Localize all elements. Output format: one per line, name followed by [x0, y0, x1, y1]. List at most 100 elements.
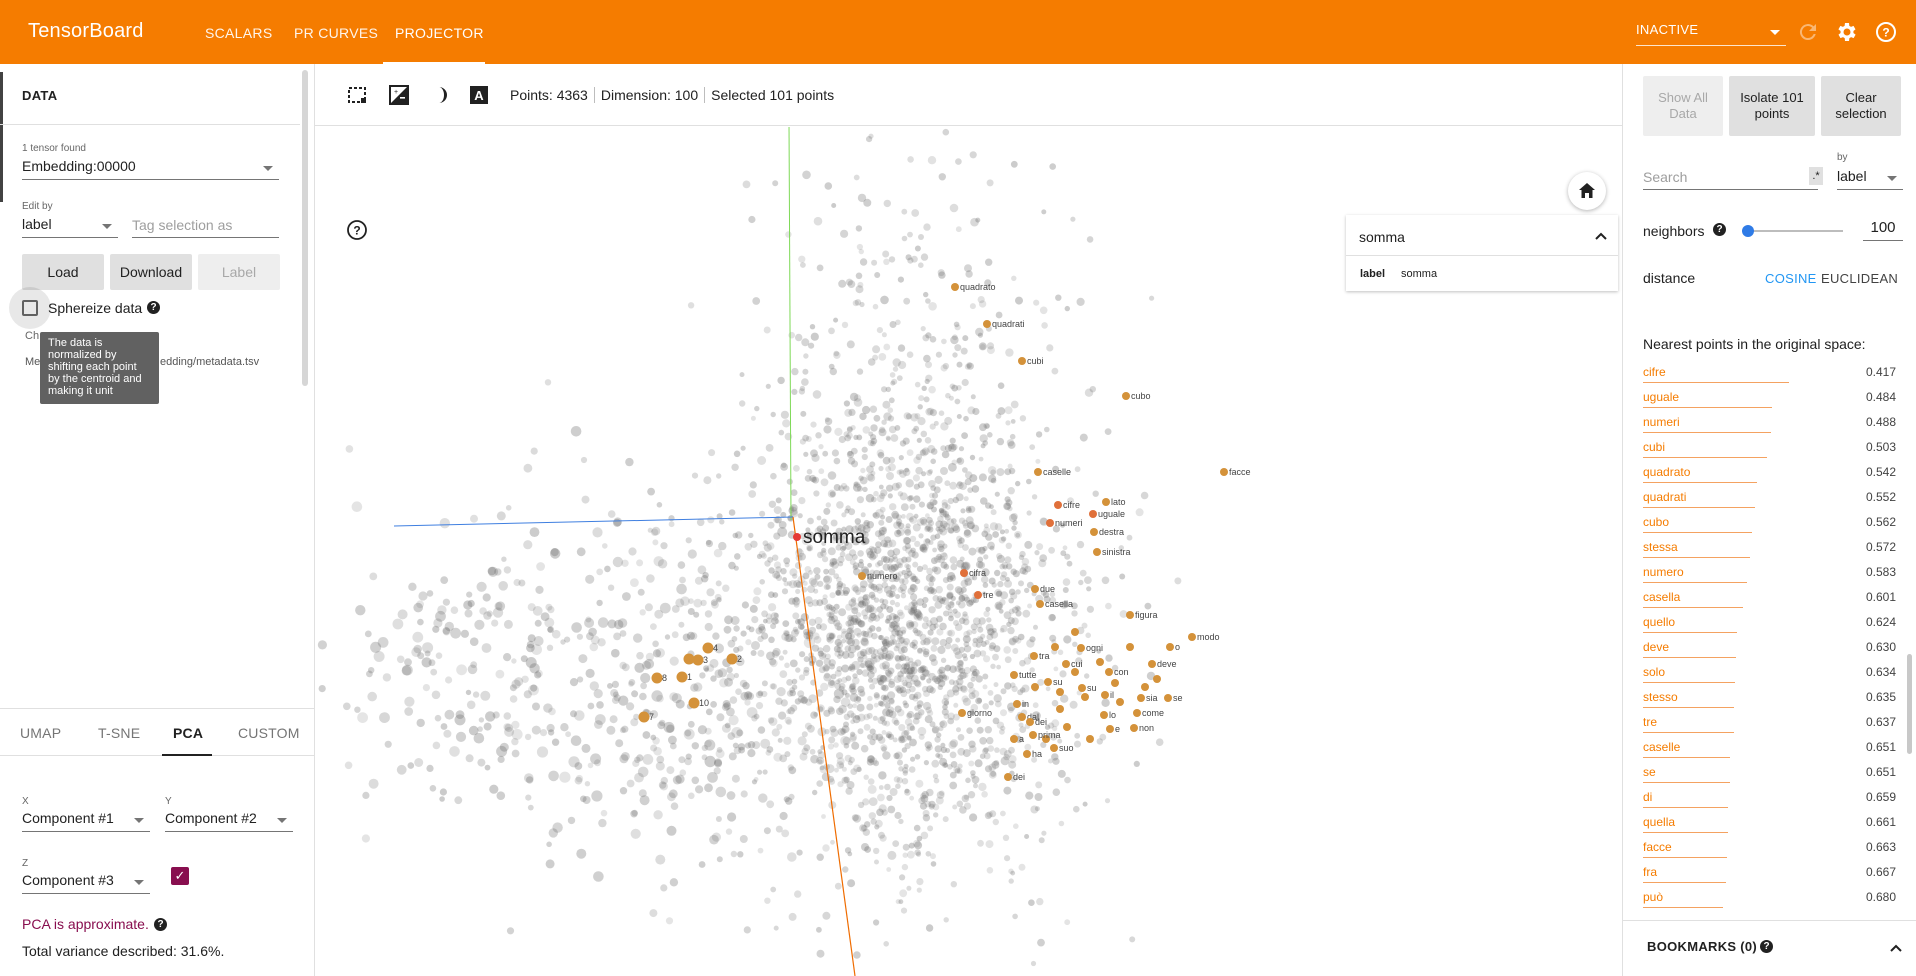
embedding-point[interactable]	[909, 621, 915, 627]
embedding-point[interactable]	[931, 637, 940, 646]
embedding-point[interactable]	[666, 724, 675, 733]
embedding-point[interactable]	[879, 701, 885, 707]
embedding-point[interactable]	[788, 331, 795, 339]
embedding-point[interactable]	[999, 529, 1005, 535]
embedding-point[interactable]	[938, 524, 946, 533]
neighbor-point[interactable]	[726, 653, 738, 665]
embedding-point[interactable]	[816, 525, 824, 533]
nearest-point-label[interactable]: quadrati	[1643, 490, 1687, 504]
embedding-point[interactable]	[1002, 564, 1008, 570]
embedding-point[interactable]	[881, 386, 888, 393]
embedding-point[interactable]	[836, 757, 845, 766]
embedding-point[interactable]	[717, 668, 728, 678]
embedding-point[interactable]	[904, 543, 911, 550]
embedding-point[interactable]	[736, 729, 744, 737]
download-button[interactable]: Download	[110, 254, 192, 290]
embedding-point[interactable]	[928, 586, 936, 594]
embedding-point[interactable]	[930, 458, 936, 465]
embedding-point[interactable]	[956, 800, 964, 808]
nearest-point-row[interactable]: cubo 0.562	[1643, 510, 1896, 535]
embedding-point[interactable]	[857, 801, 865, 809]
embedding-point[interactable]	[879, 492, 886, 499]
embedding-point[interactable]	[808, 570, 813, 575]
embedding-point[interactable]	[938, 508, 945, 514]
embedding-point[interactable]	[870, 594, 876, 600]
embedding-point[interactable]	[989, 642, 997, 650]
embedding-point[interactable]	[880, 645, 887, 652]
embedding-point[interactable]	[879, 598, 885, 604]
embedding-point[interactable]	[593, 871, 604, 882]
embedding-point[interactable]	[972, 617, 981, 626]
embedding-point[interactable]	[940, 561, 948, 569]
embedding-point[interactable]	[768, 636, 775, 644]
embedding-point[interactable]	[962, 618, 970, 626]
embedding-point[interactable]	[792, 573, 798, 579]
embedding-point[interactable]	[940, 746, 948, 754]
embedding-point[interactable]	[893, 564, 900, 571]
neighbor-point[interactable]	[651, 672, 663, 684]
embedding-point[interactable]	[897, 491, 904, 497]
embedding-point[interactable]	[877, 612, 884, 619]
embedding-point[interactable]	[889, 710, 897, 719]
embedding-point[interactable]	[856, 485, 863, 492]
embedding-point[interactable]	[761, 632, 769, 640]
embedding-point[interactable]	[881, 661, 891, 670]
embedding-point[interactable]	[881, 640, 888, 647]
embedding-point[interactable]	[870, 424, 878, 432]
nearest-point-row[interactable]: solo 0.634	[1643, 660, 1896, 685]
embedding-point[interactable]	[851, 660, 861, 670]
embedding-point[interactable]	[968, 547, 977, 556]
embedding-point[interactable]	[783, 580, 789, 587]
embedding-point[interactable]	[734, 553, 741, 560]
embedding-point[interactable]	[918, 234, 924, 240]
nearest-point-label[interactable]: numeri	[1643, 415, 1680, 429]
embedding-point[interactable]	[867, 671, 875, 679]
embedding-point[interactable]	[927, 586, 934, 593]
embedding-point[interactable]	[564, 636, 571, 643]
embedding-point[interactable]	[850, 687, 857, 695]
embedding-point[interactable]	[841, 638, 846, 644]
embedding-point[interactable]	[961, 561, 971, 571]
embedding-point[interactable]	[828, 632, 836, 640]
embedding-point[interactable]	[733, 450, 741, 458]
embedding-point[interactable]	[894, 425, 901, 431]
embedding-point[interactable]	[1019, 415, 1027, 422]
embedding-point[interactable]	[1048, 613, 1056, 622]
edit-by-select[interactable]: label	[22, 212, 118, 238]
embedding-point[interactable]	[396, 764, 407, 775]
embedding-point[interactable]	[859, 412, 867, 421]
embedding-point[interactable]	[638, 789, 647, 798]
embedding-point[interactable]	[779, 754, 788, 763]
embedding-point[interactable]	[724, 677, 733, 687]
embedding-point[interactable]	[896, 514, 902, 520]
embedding-point[interactable]	[870, 656, 878, 664]
embedding-point[interactable]	[1041, 209, 1047, 215]
embedding-point[interactable]	[768, 658, 777, 666]
embedding-point[interactable]	[718, 541, 727, 551]
embedding-point[interactable]	[848, 685, 856, 693]
embedding-point[interactable]	[1011, 617, 1019, 626]
embedding-point[interactable]	[936, 553, 943, 561]
embedding-point[interactable]	[640, 682, 647, 690]
embedding-point[interactable]	[1071, 610, 1078, 617]
embedding-point[interactable]	[514, 677, 524, 687]
embedding-point[interactable]	[592, 527, 603, 538]
embedding-point[interactable]	[803, 451, 809, 457]
embedding-point[interactable]	[902, 700, 908, 706]
embedding-point[interactable]	[927, 587, 935, 595]
neighbor-point[interactable]	[1093, 548, 1101, 556]
embedding-point[interactable]	[746, 692, 755, 701]
embedding-point[interactable]	[912, 695, 919, 702]
embedding-point[interactable]	[785, 634, 794, 642]
embedding-point[interactable]	[878, 654, 885, 661]
embedding-point[interactable]	[778, 429, 785, 436]
tab-umap[interactable]: UMAP	[20, 725, 62, 741]
embedding-point[interactable]	[804, 596, 813, 605]
embedding-point[interactable]	[733, 646, 740, 654]
embedding-point[interactable]	[1015, 296, 1023, 305]
embedding-point[interactable]	[587, 702, 595, 710]
embedding-point[interactable]	[412, 631, 424, 643]
embedding-point[interactable]	[927, 407, 935, 415]
embedding-point[interactable]	[1024, 565, 1032, 573]
embedding-point[interactable]	[861, 824, 868, 832]
